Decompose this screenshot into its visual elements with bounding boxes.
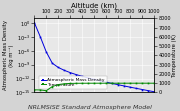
Y-axis label: Atmospheric Mass Density
(kg m⁻³): Atmospheric Mass Density (kg m⁻³) xyxy=(3,20,13,90)
Legend: Atmospheric Mass Density, Temperature: Atmospheric Mass Density, Temperature xyxy=(39,76,107,89)
Y-axis label: Temperature (K): Temperature (K) xyxy=(172,34,177,77)
X-axis label: Altitude (km): Altitude (km) xyxy=(71,3,117,9)
Text: NRLMSISE Standard Atmosphere Model: NRLMSISE Standard Atmosphere Model xyxy=(28,105,152,110)
